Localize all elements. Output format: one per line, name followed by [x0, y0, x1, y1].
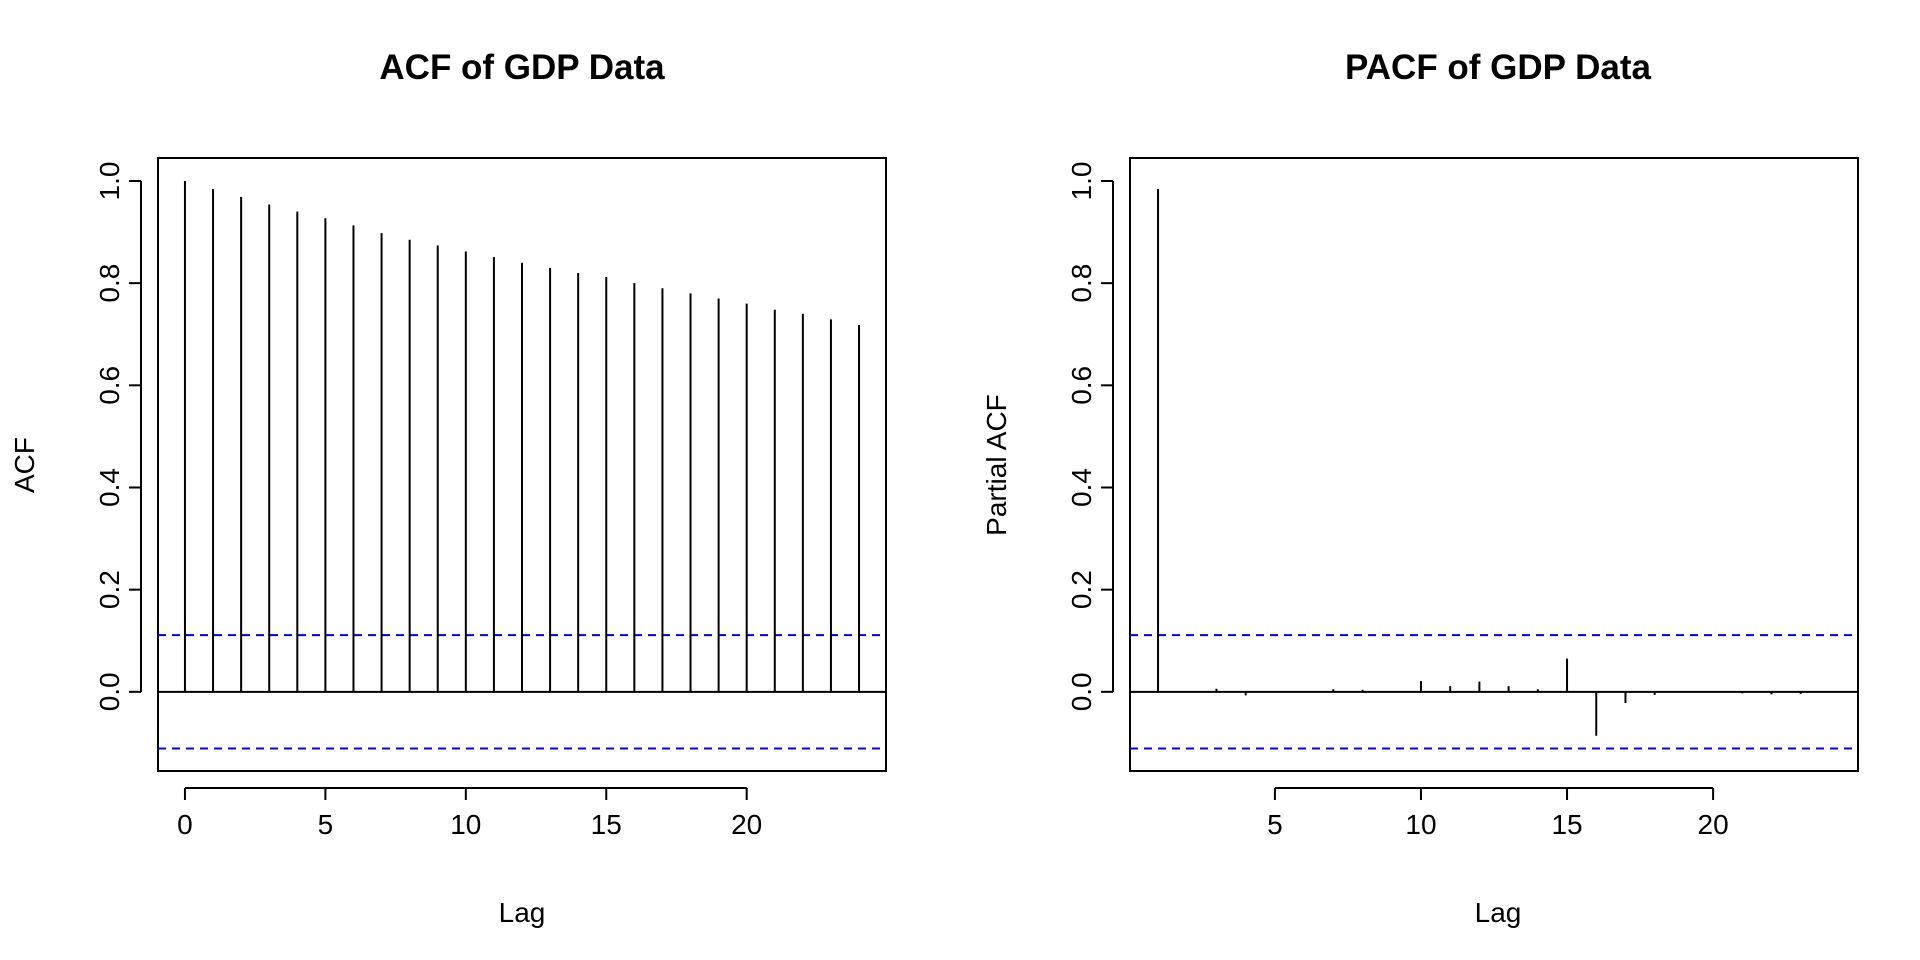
- acf-x-axis-label: Lag: [499, 897, 546, 928]
- acf-plot-frame: [157, 157, 887, 772]
- acf-y-tick-label: 0.8: [94, 264, 125, 303]
- acf-x-tick-label: 0: [177, 809, 193, 840]
- acf-title: ACF of GDP Data: [379, 48, 665, 87]
- pacf-y-tick-label: 0.0: [1066, 672, 1097, 711]
- pacf-x-axis-label: Lag: [1475, 897, 1522, 928]
- pacf-x-tick-label: 10: [1405, 809, 1436, 840]
- acf-x-tick-label: 20: [731, 809, 762, 840]
- acf-y-axis-label: ACF: [9, 437, 40, 493]
- pacf-title: PACF of GDP Data: [1345, 48, 1651, 87]
- acf-y-tick-label: 1.0: [94, 162, 125, 201]
- pacf-y-tick-label: 0.8: [1066, 264, 1097, 303]
- pacf-panel: PACF of GDP Data Lag Partial ACF 5 10 15 20…: [981, 48, 1859, 928]
- acf-panel: ACF of GDP Data Lag ACF 0 5 10 15 20 0.0 0.2 0.…: [9, 48, 887, 928]
- pacf-x-tick-label: 15: [1551, 809, 1582, 840]
- pacf-plot-frame: [1129, 157, 1859, 772]
- acf-y-tick-label: 0.2: [94, 570, 125, 609]
- acf-x-tick-label: 5: [318, 809, 334, 840]
- pacf-plot-area: 5 10 15 20 0.0 0.2 0.4 0.6 0.8 1.0: [1066, 157, 1859, 840]
- acf-x-tick-label: 15: [591, 809, 622, 840]
- pacf-y-tick-label: 1.0: [1066, 162, 1097, 201]
- acf-y-tick-label: 0.4: [94, 468, 125, 507]
- pacf-y-tick-label: 0.2: [1066, 570, 1097, 609]
- acf-y-tick-label: 0.0: [94, 672, 125, 711]
- pacf-x-tick-label: 5: [1267, 809, 1283, 840]
- pacf-x-tick-label: 20: [1698, 809, 1729, 840]
- acf-plot-area: 0 5 10 15 20 0.0 0.2 0.4 0.6 0.8 1.0: [94, 157, 887, 840]
- acf-y-tick-label: 0.6: [94, 366, 125, 405]
- pacf-y-tick-label: 0.6: [1066, 366, 1097, 405]
- pacf-y-axis-label: Partial ACF: [981, 394, 1012, 536]
- pacf-y-tick-label: 0.4: [1066, 468, 1097, 507]
- acf-x-tick-label: 10: [450, 809, 481, 840]
